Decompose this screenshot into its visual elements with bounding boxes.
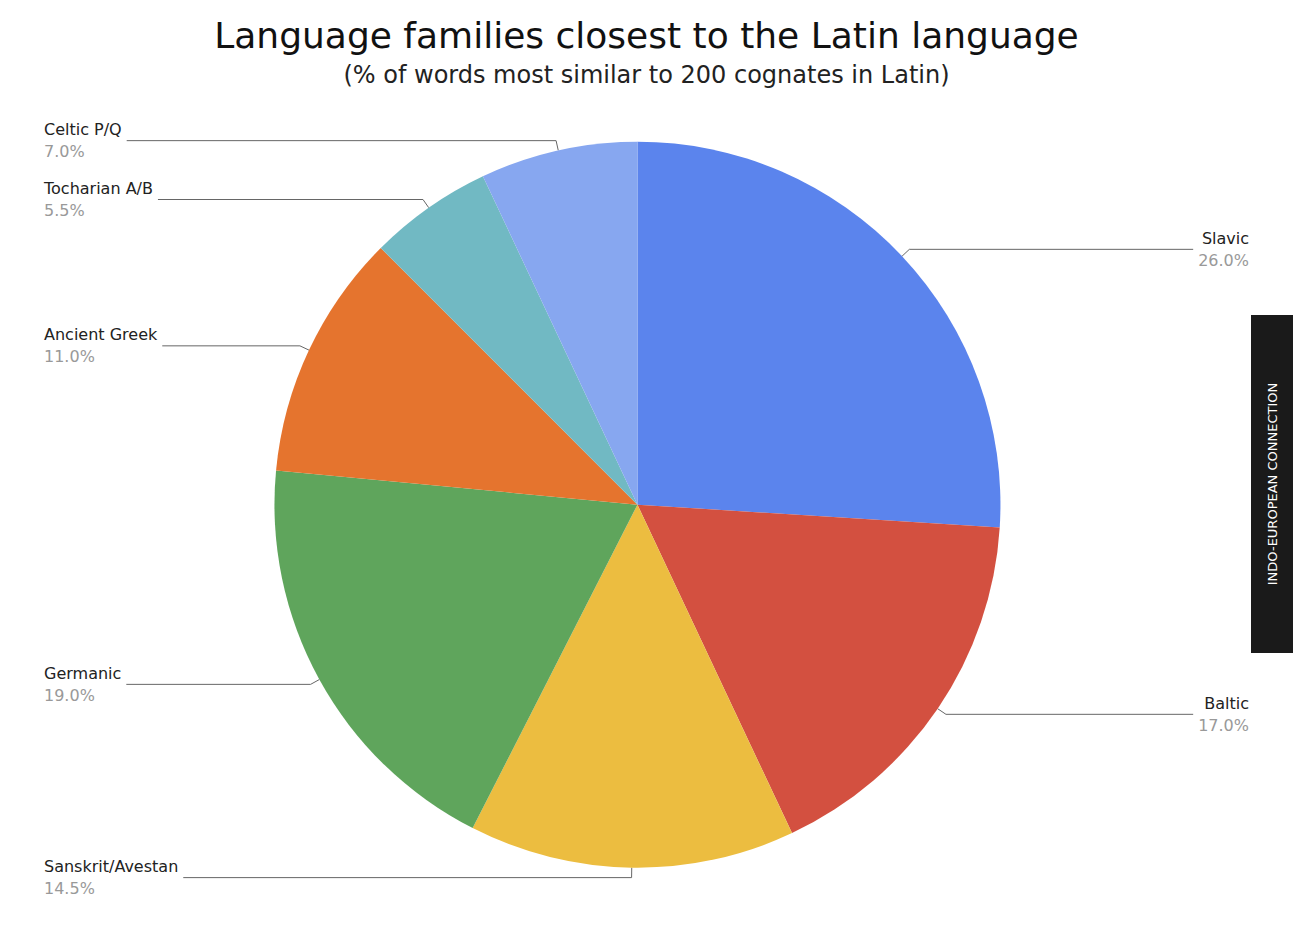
svg-text:Slavic: Slavic	[1202, 229, 1249, 248]
svg-text:Language families closest to t: Language families closest to the Latin l…	[214, 15, 1079, 56]
svg-text:(% of words most similar to 20: (% of words most similar to 200 cognates…	[343, 61, 949, 89]
svg-text:17.0%: 17.0%	[1198, 716, 1249, 735]
svg-text:26.0%: 26.0%	[1198, 251, 1249, 270]
svg-text:Celtic P/Q: Celtic P/Q	[44, 120, 122, 139]
svg-text:Germanic: Germanic	[44, 664, 121, 683]
svg-text:Tocharian A/B: Tocharian A/B	[43, 179, 153, 198]
svg-text:Baltic: Baltic	[1204, 694, 1249, 713]
svg-text:19.0%: 19.0%	[44, 686, 95, 705]
svg-text:11.0%: 11.0%	[44, 347, 95, 366]
svg-text:Sanskrit/Avestan: Sanskrit/Avestan	[44, 857, 178, 876]
svg-text:14.5%: 14.5%	[44, 879, 95, 898]
svg-text:Ancient Greek: Ancient Greek	[44, 325, 158, 344]
svg-text:5.5%: 5.5%	[44, 201, 85, 220]
svg-text:7.0%: 7.0%	[44, 142, 85, 161]
svg-text:INDO-EUROPEAN CONNECTION: INDO-EUROPEAN CONNECTION	[1265, 383, 1280, 585]
